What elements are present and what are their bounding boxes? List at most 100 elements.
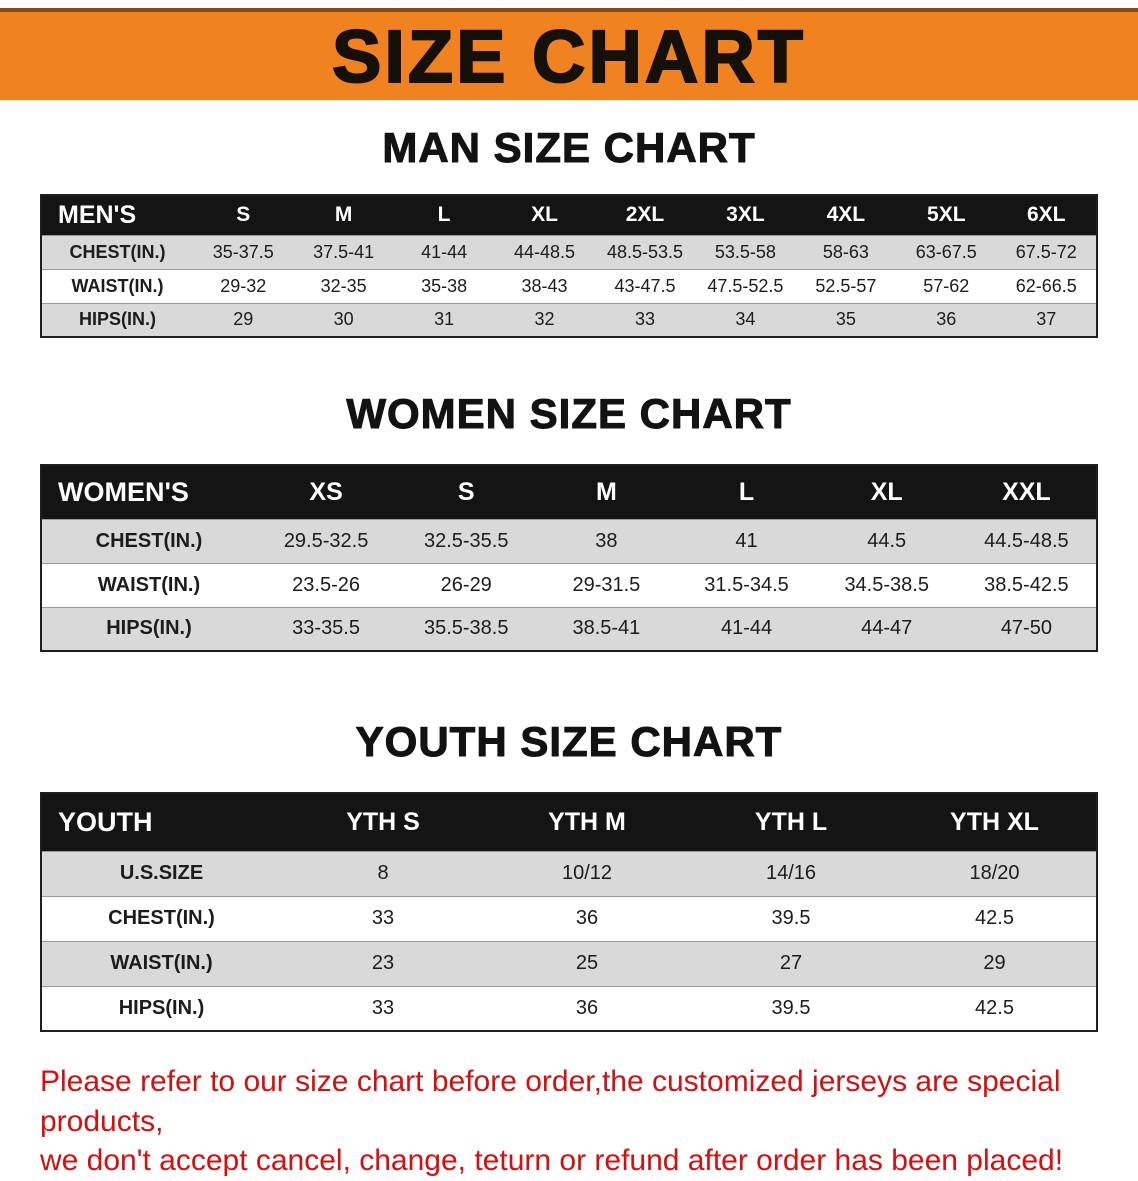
value-cell: 41 [735,529,758,552]
table-row: HIPS(IN.) 33 36 39.5 42.5 [41,986,1097,1031]
value-cell: 44.5 [867,529,907,552]
value-cell: 44-48.5 [514,241,576,262]
value-cell: 38-43 [521,275,568,296]
value-cell: 62-66.5 [1015,275,1077,296]
value-cell: 29-31.5 [572,573,641,596]
table-row: CHEST(IN.) 33 36 39.5 42.5 [41,896,1097,941]
value-cell: 47-50 [1000,617,1052,640]
value-cell: 42.5 [975,996,1014,1019]
women-size-table: WOMEN'S XS S M L XL XXL CHEST(IN.) 29.5-32.5 32.5… [40,464,1098,652]
size-header-cell: YTH L [754,807,828,836]
row-label-cell: WAIST(IN.) [97,573,201,596]
men-size-table: MEN'S S M L XL 2XL 3XL 4XL 5XL 6XL CHEST(IN.) 35-37… [40,194,1098,338]
size-header-cell: YTH XL [950,807,1039,836]
size-header-cell: S [457,477,475,506]
value-cell: 38.5-42.5 [984,573,1069,596]
size-header-cell: 3XL [726,203,765,227]
value-cell: 41-44 [720,617,773,640]
value-cell: 38.5-41 [572,617,641,640]
value-cell: 39.5 [771,996,811,1019]
value-cell: 48.5-53.5 [606,241,683,262]
value-cell: 42.5 [975,907,1014,929]
value-cell: 34 [735,309,756,330]
value-cell: 36 [936,309,957,330]
value-cell: 29 [983,952,1006,974]
value-cell: 53.5-58 [714,241,776,262]
value-cell: 33 [371,996,395,1019]
value-cell: 29-32 [220,275,267,296]
table-row: HIPS(IN.) 33-35.5 35.5-38.5 38.5-41 41-44 44-… [41,607,1097,651]
table-header-row: YOUTH YTH S YTH M YTH L YTH XL [41,793,1097,851]
value-cell: 32 [534,309,555,330]
value-cell: 33 [634,309,655,330]
table-row: WAIST(IN.) 29-32 32-35 35-38 38-43 43-47.5 47.… [41,269,1097,303]
table-title-cell: WOMEN'S [58,476,189,507]
women-section-heading: WOMEN SIZE CHART [346,390,792,438]
youth-section-heading: YOUTH SIZE CHART [355,718,783,766]
table-title-cell: MEN'S [58,200,137,229]
value-cell: 35.5-38.5 [423,617,509,640]
value-cell: 32.5-35.5 [423,529,509,552]
value-cell: 18/20 [969,862,1020,884]
table-row: HIPS(IN.) 29 30 31 32 33 34 35 36 37 [41,303,1097,337]
value-cell: 58-63 [822,241,869,262]
value-cell: 37.5-41 [313,241,375,262]
women-size-section: WOMEN SIZE CHART WOMEN'S XS S M L XL XXL CHEST(… [0,390,1138,652]
size-header-cell: XL [531,203,558,227]
value-cell: 63-67.5 [915,241,977,262]
value-cell: 14/16 [765,862,817,884]
value-cell: 26-29 [440,573,492,596]
value-cell: 30 [333,309,354,330]
disclaimer-line-2: we don't accept cancel, change, teturn o… [40,1144,1064,1178]
size-header-cell: 5XL [927,203,966,227]
value-cell: 43-47.5 [614,275,676,296]
value-cell: 44-47 [861,617,913,640]
size-header-cell: L [738,477,755,506]
value-cell: 67.5-72 [1015,241,1077,262]
size-header-cell: 2XL [625,203,665,227]
value-cell: 29 [233,309,254,330]
value-cell: 35-38 [421,275,468,296]
table-row: WAIST(IN.) 23.5-26 26-29 29-31.5 31.5-34.5 34… [41,563,1097,607]
size-header-cell: M [334,203,353,227]
value-cell: 35-37.5 [212,241,274,262]
men-size-section: MAN SIZE CHART MEN'S S M L XL 2XL 3XL 4XL 5XL 6XL… [0,124,1138,338]
value-cell: 44.5-48.5 [984,529,1069,552]
disclaimer-line-1: Please refer to our size chart before or… [40,1065,1061,1138]
value-cell: 27 [779,952,803,974]
size-header-cell: XL [870,477,903,506]
value-cell: 33-35.5 [292,617,360,640]
size-header-cell: XXL [1002,477,1051,506]
row-label-cell: CHEST(IN.) [95,529,203,552]
value-cell: 10/12 [561,862,613,884]
row-label-cell: WAIST(IN.) [71,275,164,296]
table-row: U.S.SIZE 8 10/12 14/16 18/20 [41,851,1097,896]
value-cell: 37 [1036,309,1057,330]
size-header-cell: XS [309,477,343,506]
value-cell: 33 [371,907,395,929]
value-cell: 23.5-26 [292,573,360,596]
table-title-cell: YOUTH [58,806,153,837]
table-header-row: WOMEN'S XS S M L XL XXL [41,465,1097,519]
value-cell: 8 [377,862,389,884]
size-header-cell: 6XL [1026,203,1066,227]
value-cell: 52.5-57 [815,275,877,296]
table-row: CHEST(IN.) 29.5-32.5 32.5-35.5 38 41 44.5 44.5… [41,519,1097,563]
size-header-cell: M [595,477,617,506]
table-row: WAIST(IN.) 23 25 27 29 [41,941,1097,986]
value-cell: 38 [595,529,618,552]
table-header-row: MEN'S S M L XL 2XL 3XL 4XL 5XL 6XL [41,195,1097,235]
size-header-cell: YTH S [346,807,420,836]
value-cell: 41-44 [421,241,468,262]
row-label-cell: CHEST(IN.) [108,907,215,929]
value-cell: 36 [575,907,599,929]
size-header-cell: 4XL [826,203,866,227]
value-cell: 39.5 [771,907,811,929]
value-cell: 32-35 [320,275,367,296]
size-header-cell: S [236,203,251,227]
value-cell: 23 [371,952,395,974]
value-cell: 47.5-52.5 [707,275,784,296]
value-cell: 25 [575,952,599,974]
row-label-cell: CHEST(IN.) [69,241,166,262]
row-label-cell: HIPS(IN.) [118,996,205,1019]
